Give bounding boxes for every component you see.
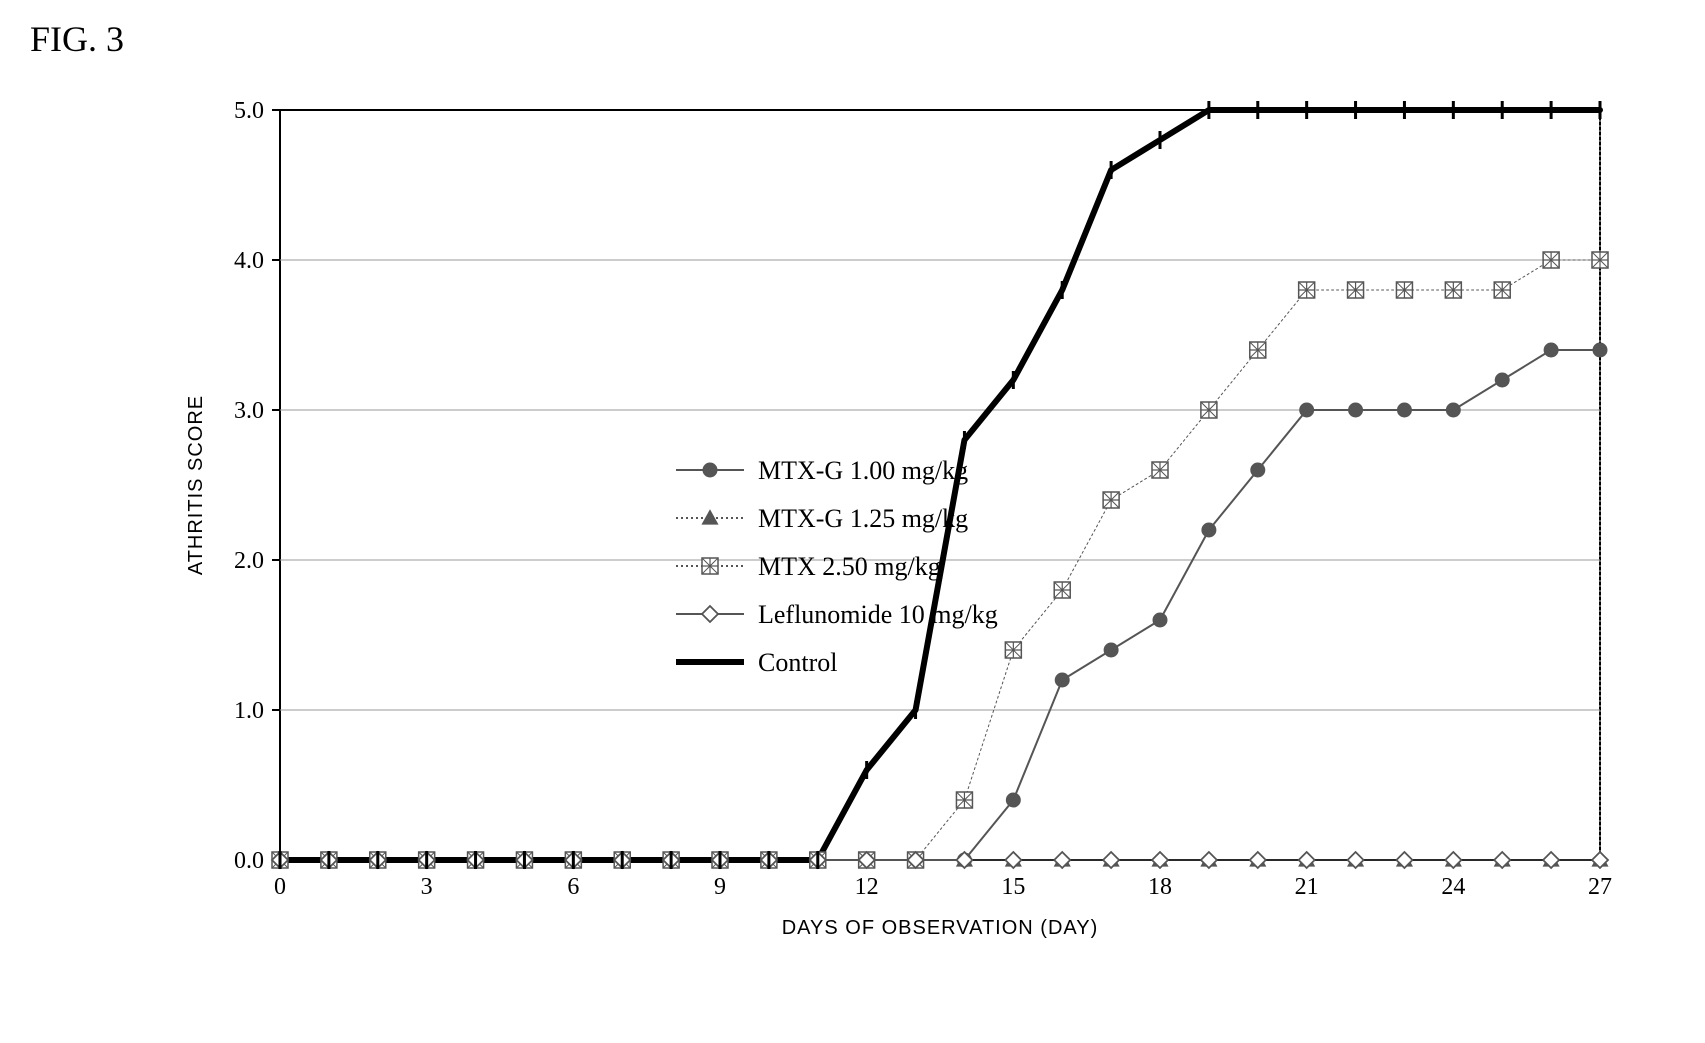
svg-text:DAYS OF OBSERVATION (DAY): DAYS OF OBSERVATION (DAY) bbox=[782, 917, 1099, 939]
svg-text:3.0: 3.0 bbox=[234, 398, 264, 424]
svg-text:27: 27 bbox=[1588, 874, 1612, 900]
svg-text:21: 21 bbox=[1295, 874, 1319, 900]
svg-text:1.0: 1.0 bbox=[234, 698, 264, 724]
chart-svg: 0.0 1.0 2.0 3.0 4.0 5.0 0 3 6 9 12 15 18 21 24 27 DAYS O… bbox=[160, 80, 1640, 980]
svg-text:Control: Control bbox=[758, 648, 837, 677]
svg-text:3: 3 bbox=[421, 874, 433, 900]
svg-text:Leflunomide 10 mg/kg: Leflunomide 10 mg/kg bbox=[758, 600, 998, 629]
svg-text:MTX-G 1.25 mg/kg: MTX-G 1.25 mg/kg bbox=[758, 504, 968, 533]
svg-text:18: 18 bbox=[1148, 874, 1172, 900]
svg-text:0.0: 0.0 bbox=[234, 848, 264, 874]
svg-text:5.0: 5.0 bbox=[234, 98, 264, 124]
svg-text:9: 9 bbox=[714, 874, 726, 900]
svg-text:ATHRITIS SCORE: ATHRITIS SCORE bbox=[185, 395, 207, 575]
svg-text:0: 0 bbox=[274, 874, 286, 900]
page: FIG. 3 0.0 1.0 2.0 3.0 4.0 5.0 0 3 6 9 12 15 18 21 24 2… bbox=[0, 0, 1705, 1043]
svg-text:12: 12 bbox=[855, 874, 879, 900]
svg-text:2.0: 2.0 bbox=[234, 548, 264, 574]
svg-text:24: 24 bbox=[1441, 874, 1465, 900]
figure-label: FIG. 3 bbox=[30, 18, 124, 60]
svg-text:6: 6 bbox=[567, 874, 579, 900]
svg-text:15: 15 bbox=[1001, 874, 1025, 900]
svg-text:4.0: 4.0 bbox=[234, 248, 264, 274]
svg-text:MTX-G 1.00 mg/kg: MTX-G 1.00 mg/kg bbox=[758, 456, 968, 485]
chart-container: 0.0 1.0 2.0 3.0 4.0 5.0 0 3 6 9 12 15 18 21 24 27 DAYS O… bbox=[160, 80, 1640, 980]
svg-text:MTX 2.50 mg/kg: MTX 2.50 mg/kg bbox=[758, 552, 941, 581]
